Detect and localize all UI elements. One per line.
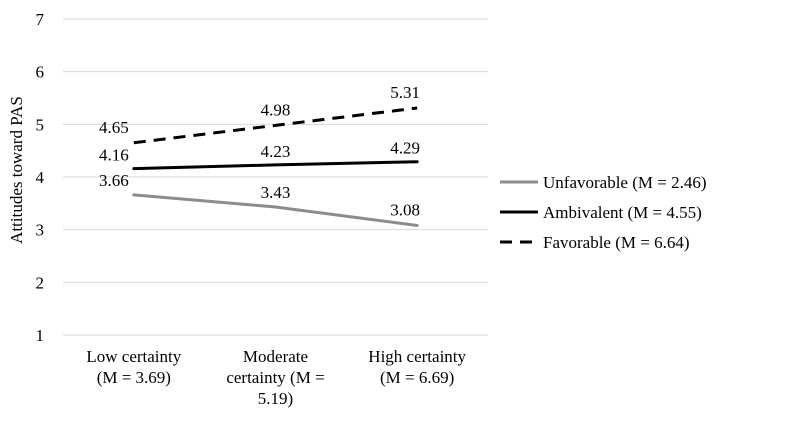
data-label: 4.23 (261, 142, 291, 161)
legend-label: Unfavorable (M = 2.46) (543, 173, 706, 192)
y-axis-ticks: 1 2 3 4 5 6 7 (36, 10, 45, 345)
series-line-favorable (133, 106, 418, 145)
y-tick-label: 6 (36, 63, 45, 82)
data-label: 3.08 (390, 200, 420, 219)
y-tick-label: 5 (36, 115, 45, 134)
y-tick-label: 4 (36, 168, 45, 187)
y-tick-label: 7 (36, 10, 45, 29)
series-line-unfavorable (132, 193, 419, 227)
x-category-label: High certainty (368, 347, 466, 366)
x-category-label: (M = 3.69) (97, 368, 171, 387)
x-category-label: 5.19) (258, 389, 293, 408)
y-tick-label: 1 (36, 326, 45, 345)
data-label: 4.16 (99, 146, 129, 165)
x-category-label: certainty (M = (226, 368, 324, 387)
y-tick-label: 2 (36, 273, 45, 292)
x-category-label: Low certainty (86, 347, 181, 366)
series-line-ambivalent (132, 160, 419, 171)
legend-label: Favorable (M = 6.64) (543, 233, 690, 252)
data-label: 3.43 (261, 183, 291, 202)
data-label: 3.66 (99, 171, 129, 190)
data-labels: 3.66 3.43 3.08 4.16 4.23 4.29 4.65 4.98 5.31 (99, 83, 420, 219)
data-label: 4.98 (261, 100, 291, 119)
series-lines (132, 106, 419, 227)
data-label: 5.31 (390, 83, 420, 102)
legend: Unfavorable (M = 2.46) Ambivalent (M = 4.… (500, 173, 706, 252)
x-category-label: (M = 6.69) (380, 368, 454, 387)
y-tick-label: 3 (36, 221, 45, 240)
x-axis-categories: Low certainty (M = 3.69) Moderate certainty… (86, 347, 466, 408)
data-label: 4.29 (390, 139, 420, 158)
x-category-label: Moderate (243, 347, 308, 366)
legend-label: Ambivalent (M = 4.55) (543, 203, 702, 222)
data-label: 4.65 (99, 118, 129, 137)
y-axis-title: Attitudes toward PAS (7, 96, 26, 244)
